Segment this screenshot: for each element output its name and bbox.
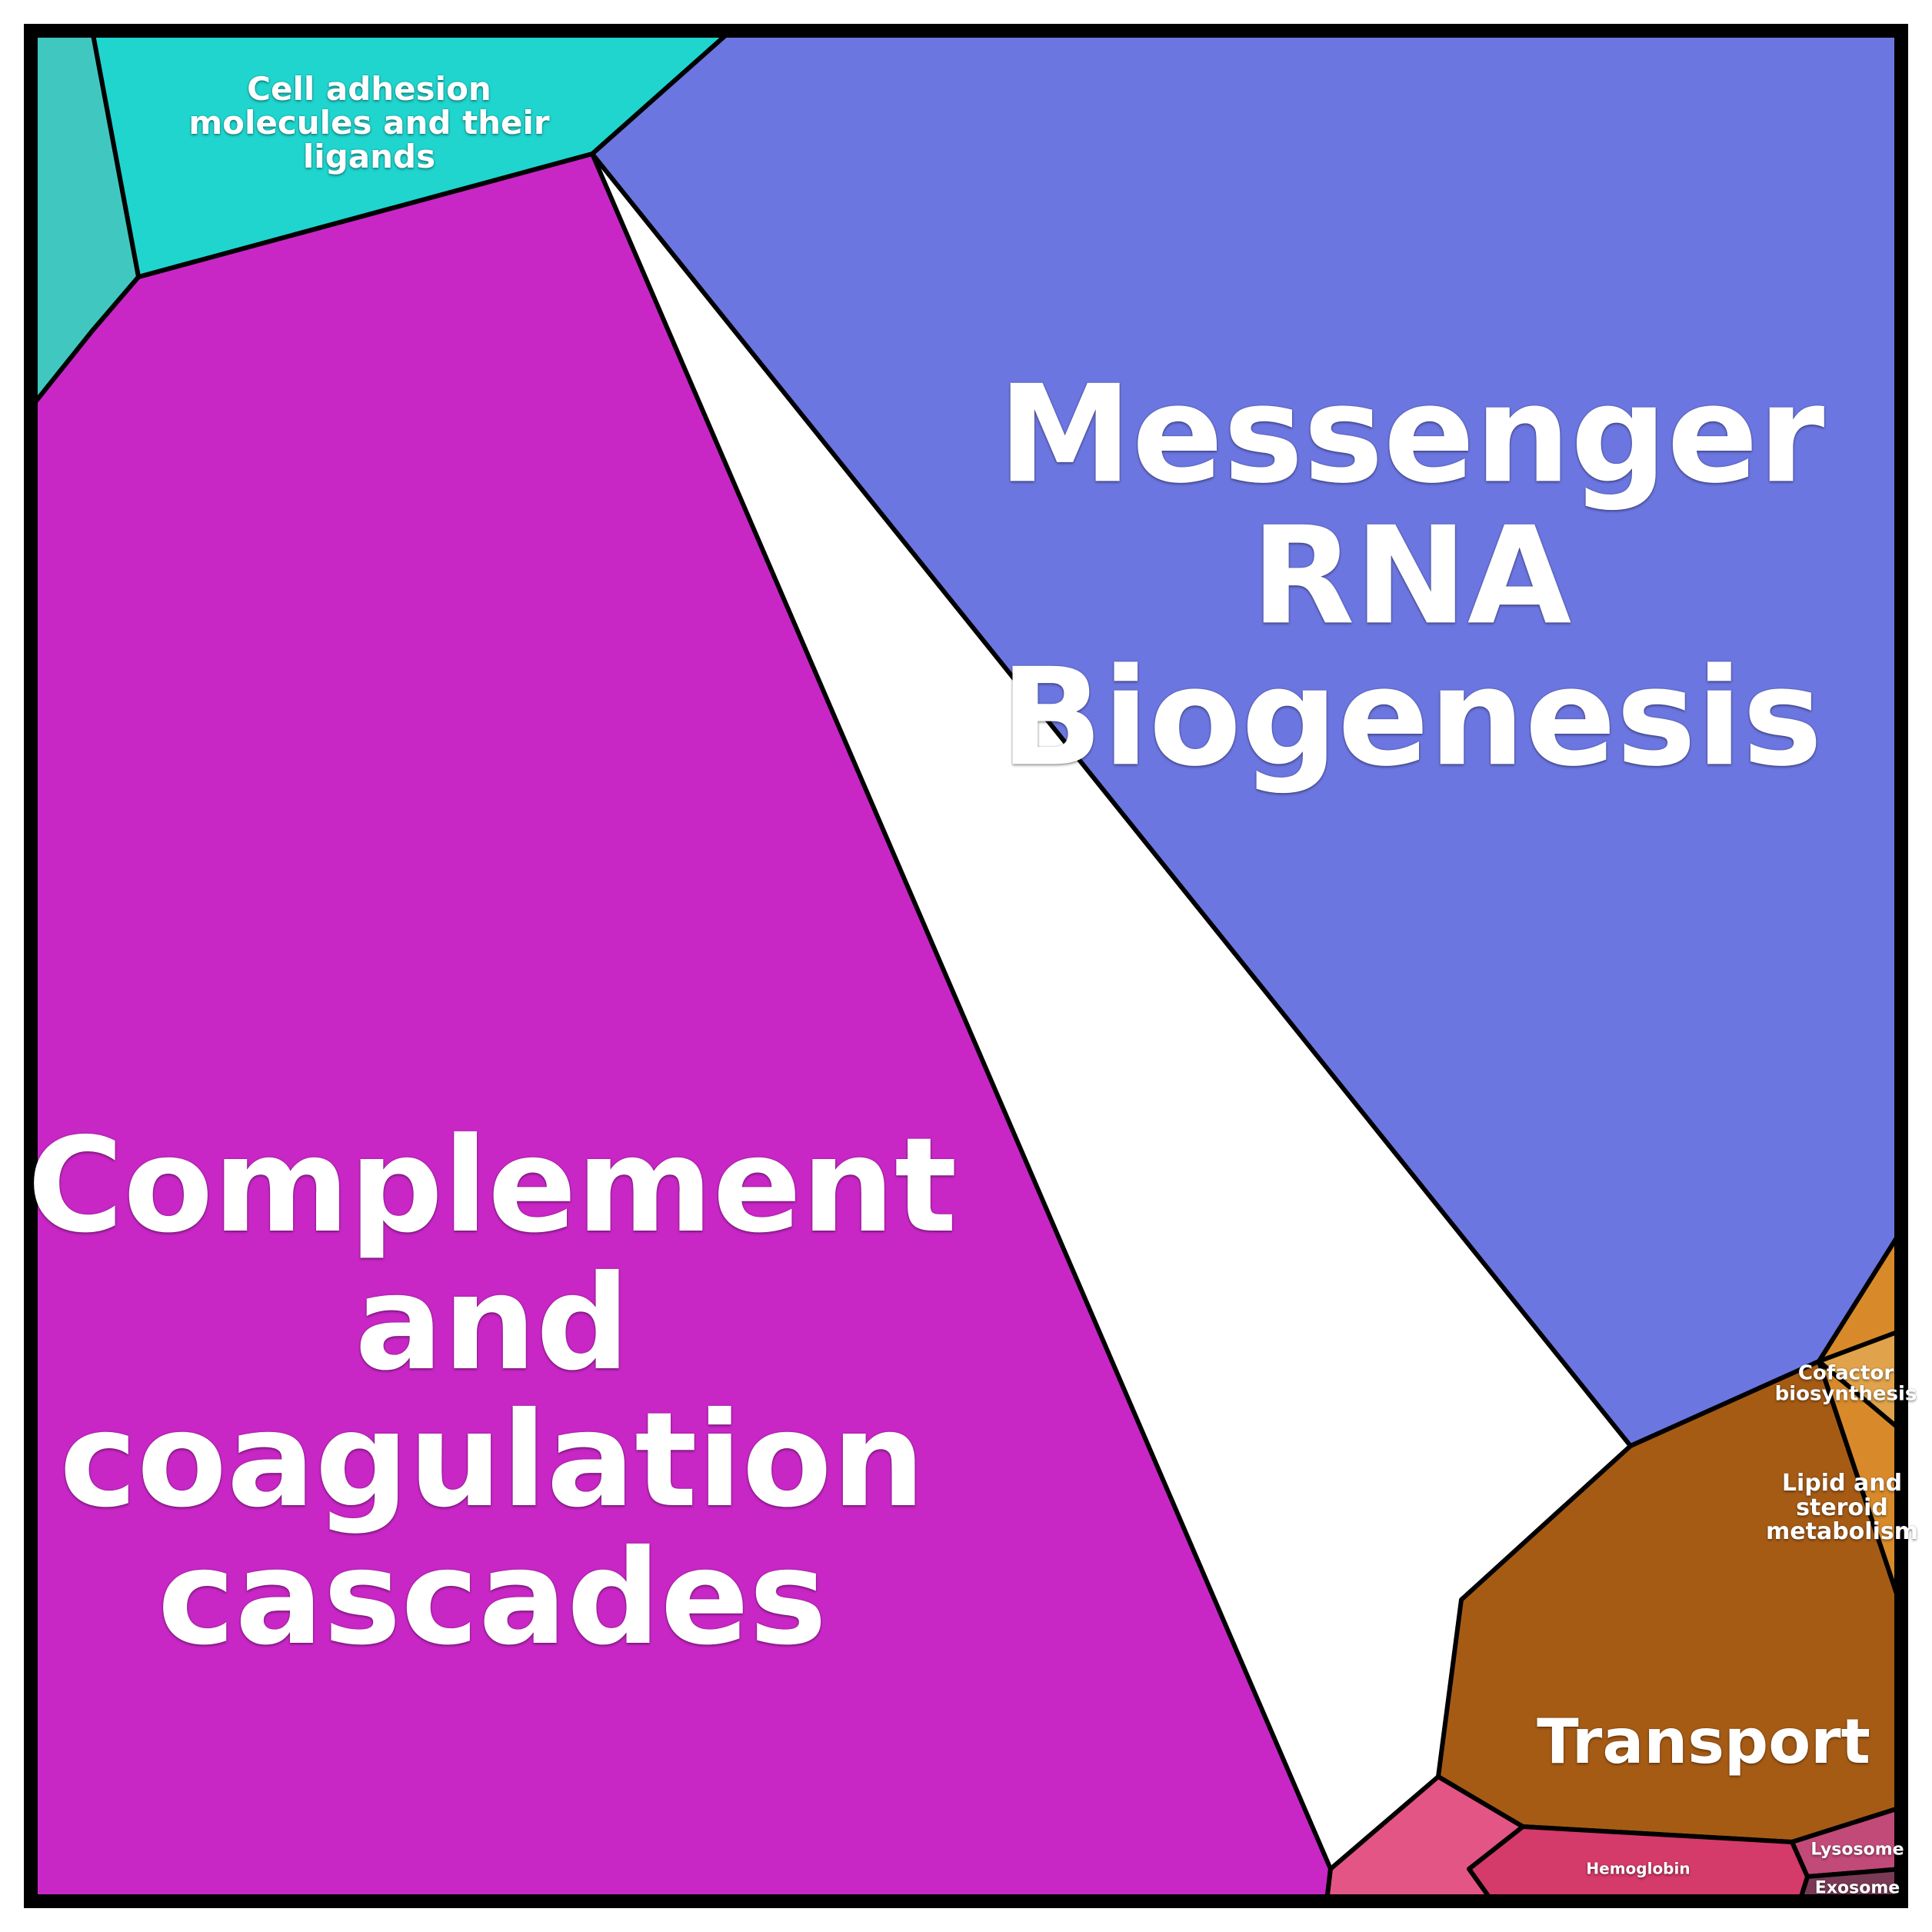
cell-hemoglobin bbox=[1469, 1827, 1807, 1901]
treemap-svg bbox=[0, 0, 1932, 1932]
voronoi-treemap: Complement and coagulation cascadesMesse… bbox=[0, 0, 1932, 1932]
